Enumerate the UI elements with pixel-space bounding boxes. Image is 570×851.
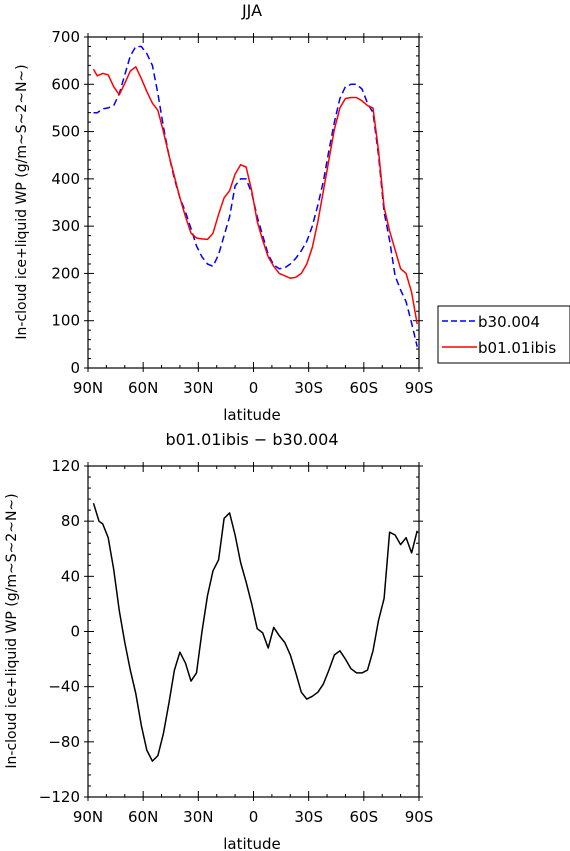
top-series-line-b30-004 — [93, 45, 418, 347]
bottom-y-tick-label: 120 — [51, 457, 80, 475]
bottom-x-tick-label: 30S — [294, 808, 323, 826]
top-x-tick-label: 30N — [183, 379, 213, 397]
top-chart-series — [92, 45, 418, 347]
bottom-y-tick-label: 0 — [70, 623, 80, 641]
legend: b30.004 b01.01ibis — [437, 305, 570, 364]
bottom-y-tick-label: 80 — [61, 512, 80, 530]
bottom-series-line-difference — [92, 502, 418, 762]
bottom-y-tick-label: −80 — [48, 733, 80, 751]
bottom-x-tick-label: 90S — [405, 808, 434, 826]
top-chart: JJA latitude In-cloud ice+liquid WP (g/m… — [14, 1, 433, 424]
top-x-tick-label: 0 — [249, 379, 259, 397]
bottom-x-tick-label: 30N — [183, 808, 213, 826]
top-x-tick-label: 60S — [350, 379, 379, 397]
top-x-tick-label: 60N — [128, 379, 158, 397]
bottom-y-tick-label: −40 — [48, 678, 80, 696]
top-y-tick-label: 0 — [70, 359, 80, 377]
top-y-tick-label: 600 — [51, 75, 80, 93]
bottom-chart-xlabel: latitude — [223, 835, 281, 851]
top-x-tick-label: 90N — [73, 379, 103, 397]
bottom-x-tick-label: 0 — [249, 808, 259, 826]
top-y-tick-label: 700 — [51, 28, 80, 46]
legend-label-b30-004: b30.004 — [478, 313, 540, 331]
bottom-chart-series — [92, 502, 418, 762]
bottom-chart-ylabel: In-cloud ice+liquid WP (g/m~S~2~N~) — [4, 493, 20, 768]
bottom-chart-frame — [87, 465, 420, 798]
top-chart-xlabel: latitude — [223, 406, 281, 424]
bottom-y-tick-label: 40 — [61, 567, 80, 585]
bottom-chart-title: b01.01ibis − b30.004 — [165, 430, 338, 449]
top-y-tick-label: 100 — [51, 312, 80, 330]
top-y-tick-label: 500 — [51, 123, 80, 141]
top-series-line-b01-01ibis — [92, 66, 418, 325]
top-x-tick-label: 90S — [405, 379, 434, 397]
bottom-y-tick-label: −120 — [39, 788, 80, 806]
bottom-x-tick-label: 60S — [350, 808, 379, 826]
legend-label-b01-01ibis: b01.01ibis — [478, 339, 556, 357]
top-y-tick-label: 300 — [51, 217, 80, 235]
top-y-tick-label: 400 — [51, 170, 80, 188]
top-chart-axes: 90N 60N 30N 0 30S 60S 90S 0 100 200 300 400 500 600 70… — [51, 28, 433, 397]
top-chart-title: JJA — [241, 1, 262, 20]
bottom-chart-axes: 90N 60N 30N 0 30S 60S 90S −120 −80 −40 0 40 80 120 — [39, 457, 434, 826]
bottom-x-tick-label: 90N — [73, 808, 103, 826]
legend-box — [437, 305, 570, 364]
top-chart-ylabel: In-cloud ice+liquid WP (g/m~S~2~N~) — [14, 64, 30, 339]
top-y-tick-label: 200 — [51, 264, 80, 282]
top-x-tick-label: 30S — [294, 379, 323, 397]
bottom-x-tick-label: 60N — [128, 808, 158, 826]
bottom-chart: b01.01ibis − b30.004 latitude In-cloud i… — [4, 430, 433, 851]
